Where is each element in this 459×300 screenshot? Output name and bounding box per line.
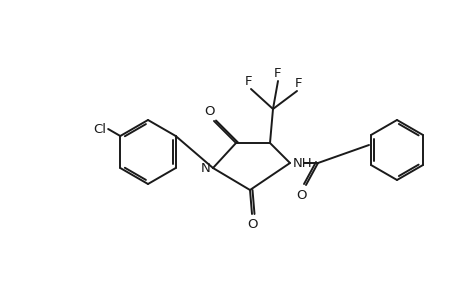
Text: O: O bbox=[204, 105, 215, 118]
Text: O: O bbox=[247, 218, 257, 231]
Text: NH: NH bbox=[292, 157, 312, 169]
Text: F: F bbox=[274, 67, 281, 80]
Text: Cl: Cl bbox=[93, 122, 106, 136]
Text: O: O bbox=[296, 189, 307, 202]
Text: F: F bbox=[245, 75, 252, 88]
Text: N: N bbox=[201, 161, 211, 175]
Text: F: F bbox=[295, 77, 302, 90]
